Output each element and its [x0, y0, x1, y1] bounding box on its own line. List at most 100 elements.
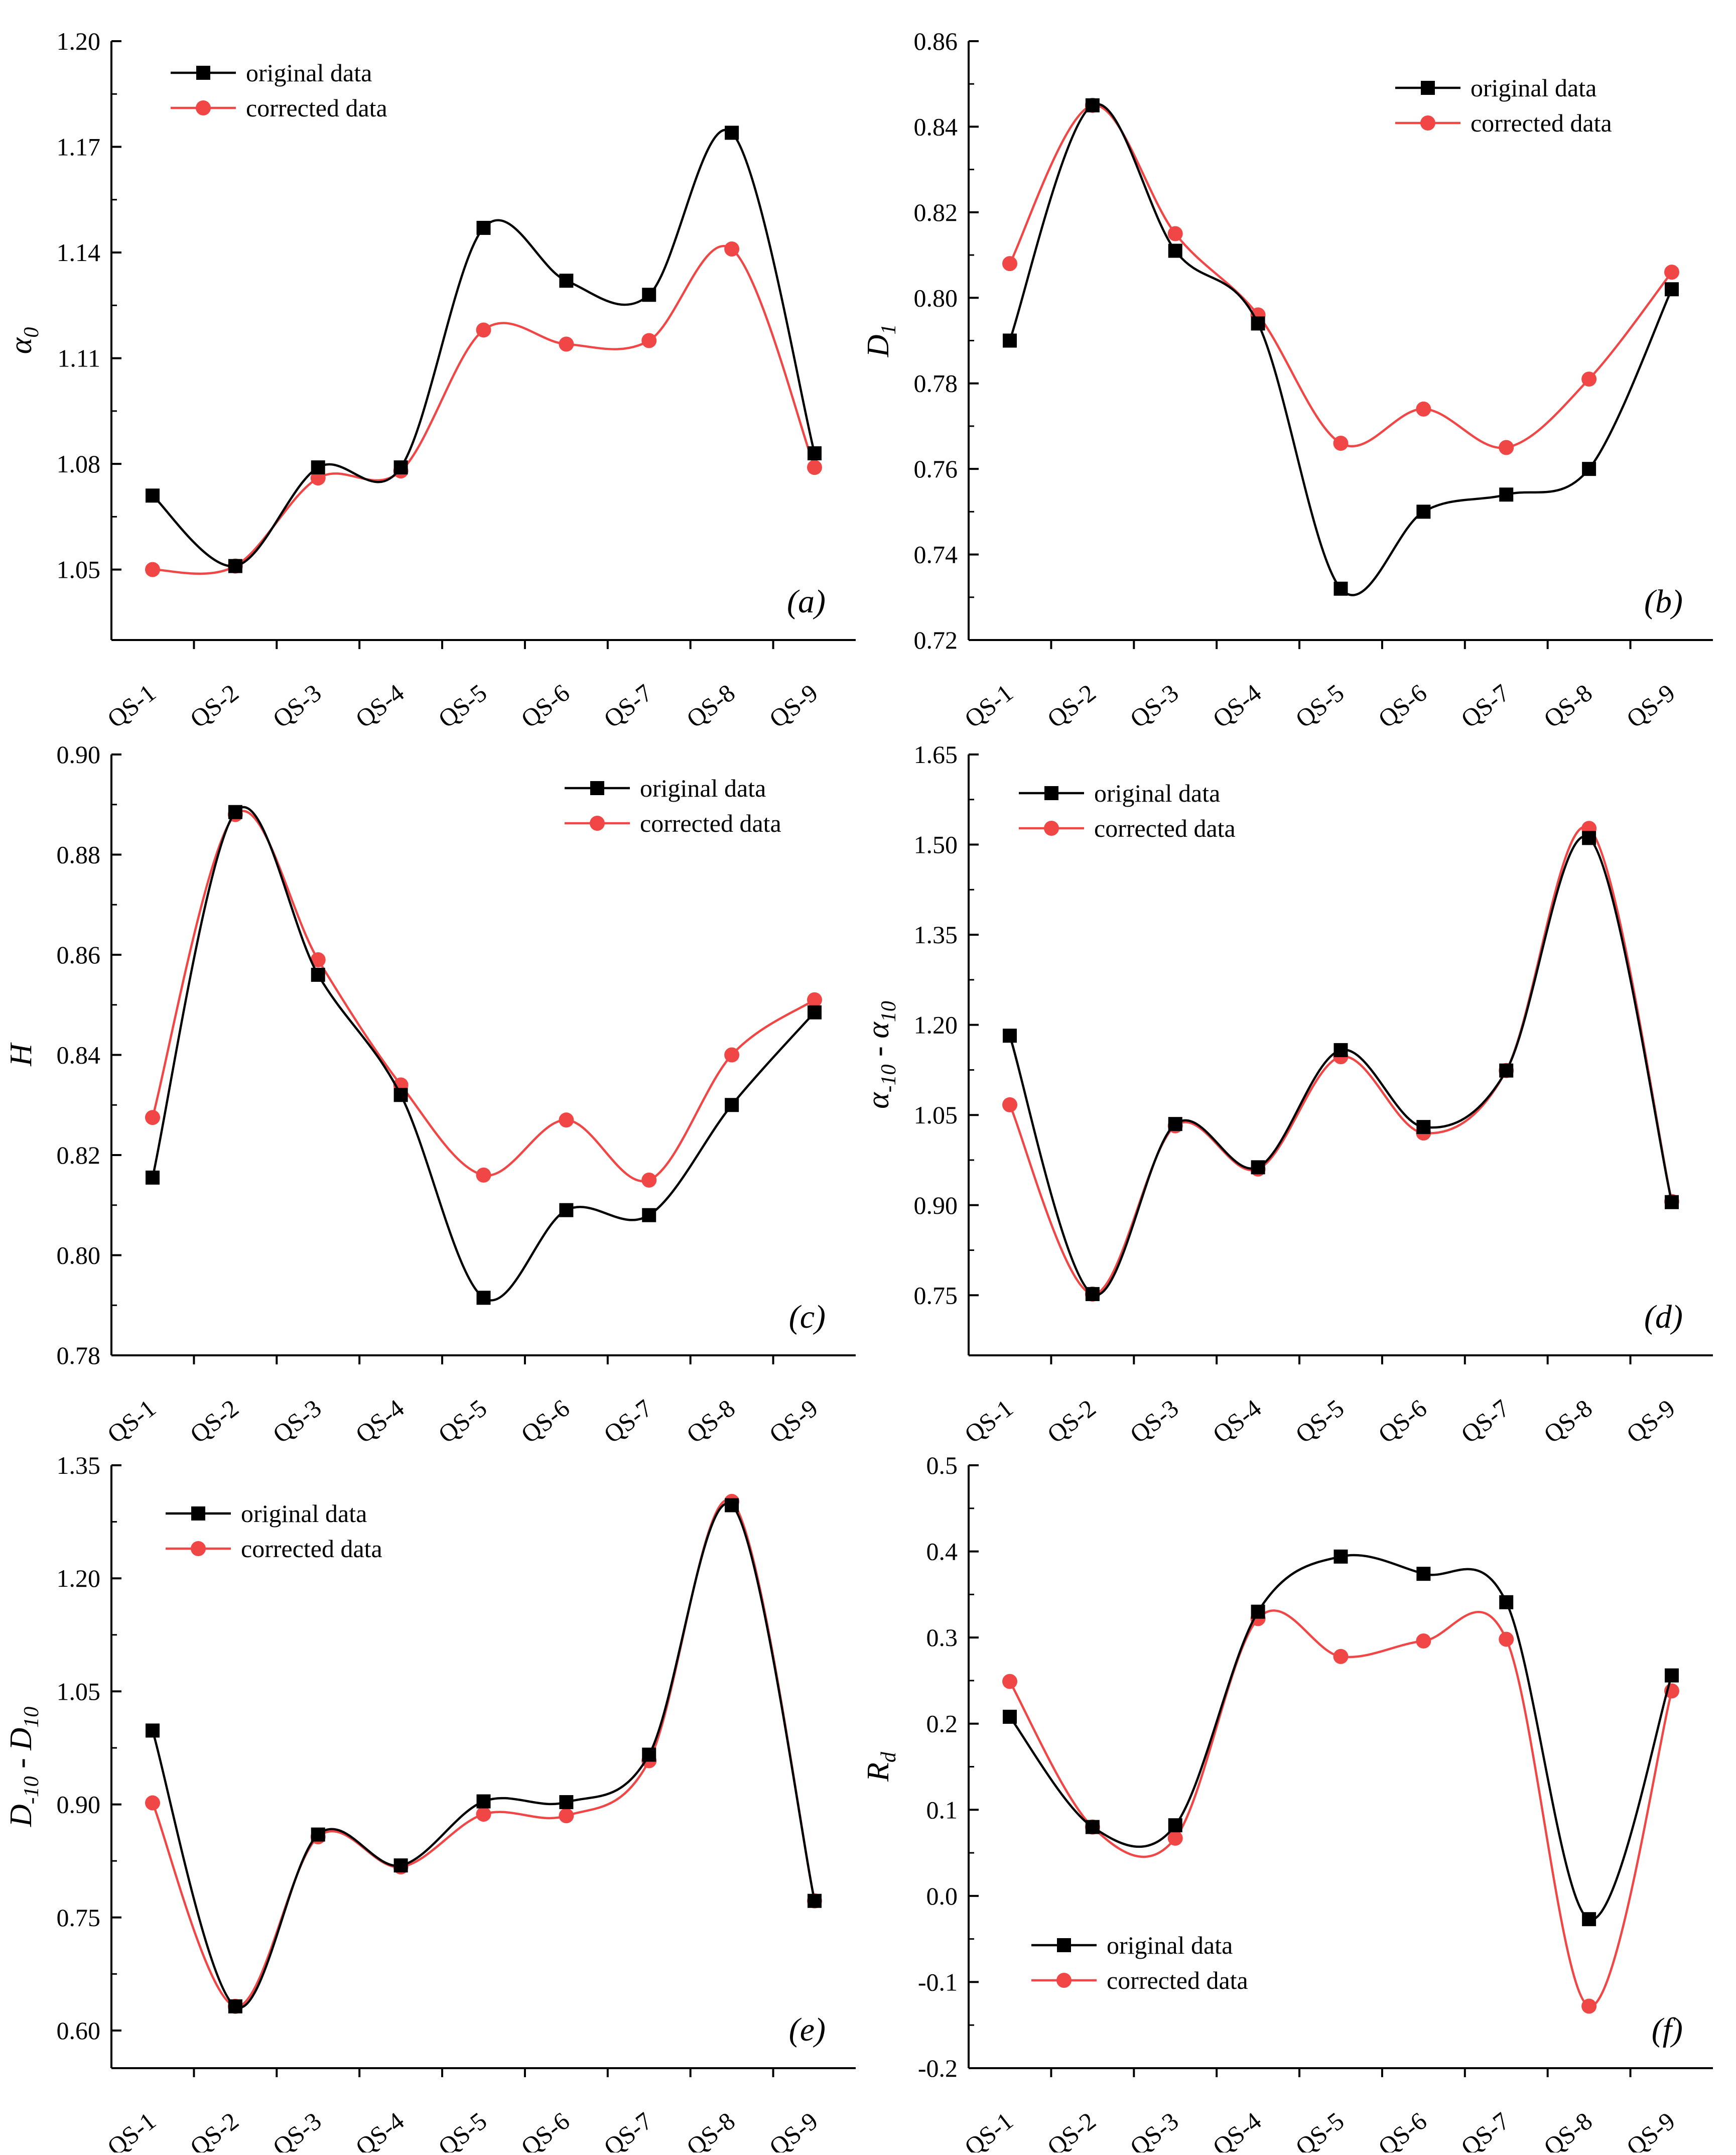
x-tick-label: QS-1	[959, 679, 1018, 733]
y-tick-label: 0.82	[914, 198, 958, 226]
original-data-point	[559, 274, 574, 288]
legend-original-label: original data	[640, 774, 766, 802]
original-series-line	[1008, 835, 1673, 1296]
corrected-data-point	[145, 1795, 160, 1811]
original-data-point	[559, 1203, 574, 1217]
legend-corrected-marker	[1420, 115, 1435, 131]
original-data-point	[228, 805, 242, 819]
x-tick-label: QS-3	[268, 679, 327, 733]
panel-label: (f)	[1652, 2011, 1683, 2048]
original-data-point	[1499, 1063, 1514, 1078]
chart-panel-c: 0.78 0.80 0.82 0.84 0.86 0.88 0.90 QS-1 QS-2 QS-3…	[4, 740, 856, 1449]
y-tick-label: 0.90	[914, 1191, 958, 1219]
original-data-point	[725, 1098, 739, 1112]
x-tick-label: QS-1	[102, 679, 161, 733]
legend-original-marker	[191, 1506, 205, 1520]
corrected-data-point	[310, 952, 326, 967]
chart-panel-f: -0.2 -0.1 0.0 0.1 0.2 0.3 0.4 0.5 QS-1 QS-2 QS-3 QS…	[861, 1451, 1713, 2155]
y-tick-label: 0.3	[926, 1623, 958, 1652]
original-data-point	[1003, 1029, 1017, 1043]
x-tick-label: QS-8	[681, 2107, 740, 2152]
x-tick-label: QS-4	[1208, 2107, 1267, 2152]
chart-panel-b: 0.72 0.74 0.76 0.78 0.80 0.82 0.84 0.86 QS-1 QS-2…	[861, 27, 1713, 733]
original-data-point	[1582, 462, 1596, 476]
original-data-point	[1665, 1195, 1679, 1209]
corrected-data-point	[807, 460, 822, 475]
y-tick-label: 1.05	[914, 1101, 958, 1129]
corrected-data-point	[724, 241, 740, 257]
y-tick-label: 0.60	[57, 2016, 101, 2045]
corrected-data-point	[1499, 1631, 1514, 1647]
x-tick-label: QS-1	[102, 2107, 161, 2152]
corrected-data-point	[1002, 1674, 1017, 1689]
x-tick-label: QS-4	[1208, 679, 1267, 733]
y-tick-label: 0.75	[57, 1904, 101, 1932]
panel-label: (a)	[787, 583, 826, 620]
x-tick-label: QS-7	[598, 679, 657, 733]
y-tick-label: 0.84	[57, 1041, 101, 1069]
y-tick-label: 0.78	[914, 369, 958, 398]
original-data-point	[476, 1291, 491, 1305]
original-series-line	[151, 806, 816, 1302]
y-tick-label: 0.72	[914, 626, 958, 654]
x-tick-label: QS-9	[1621, 679, 1680, 733]
original-data-point	[1168, 243, 1182, 258]
original-data-point	[393, 460, 408, 475]
panel-label: (e)	[789, 2011, 826, 2048]
original-data-point	[725, 125, 739, 140]
legend-corrected-label: corrected data	[241, 1535, 382, 1563]
corrected-data-point	[1581, 1998, 1597, 2014]
x-tick-label: QS-9	[764, 679, 823, 733]
corrected-data-point	[1416, 401, 1431, 417]
x-tick-label: QS-3	[1125, 1394, 1184, 1449]
x-tick-label: QS-4	[350, 679, 410, 733]
original-series-line	[1009, 1554, 1673, 1921]
legend-original-label: original data	[1471, 74, 1596, 102]
legend-original-marker	[1044, 786, 1058, 800]
corrected-data-point	[145, 1110, 160, 1125]
y-tick-label: 1.50	[914, 831, 958, 859]
x-tick-label: QS-2	[185, 679, 244, 733]
x-tick-label: QS-1	[102, 1394, 161, 1449]
original-data-point	[1085, 98, 1100, 112]
original-data-point	[808, 1005, 822, 1020]
legend-corrected-label: corrected data	[1107, 1966, 1248, 1994]
y-axis-title-main: D	[4, 1804, 38, 1827]
legend: original data corrected data	[557, 766, 823, 846]
legend: original data corrected data	[158, 1491, 424, 1571]
original-data-point	[1416, 1120, 1431, 1134]
original-data-point	[1003, 333, 1017, 348]
original-data-point	[559, 1795, 574, 1810]
original-data-point	[146, 1170, 160, 1185]
corrected-data-point	[476, 1167, 491, 1183]
x-tick-label: QS-8	[1538, 679, 1597, 733]
y-axis-title-middle: - D	[4, 1728, 38, 1776]
y-axis-title-subscript: 0	[20, 327, 43, 338]
x-tick-label: QS-8	[1538, 2107, 1597, 2152]
corrected-data-point	[724, 1047, 740, 1063]
original-series-line	[152, 129, 816, 568]
x-tick-label: QS-4	[350, 2107, 410, 2152]
original-data-point	[642, 288, 656, 302]
y-tick-label: 1.65	[914, 740, 958, 769]
y-tick-label: 0.80	[57, 1241, 101, 1270]
chart-panel-d: 0.75 0.90 1.05 1.20 1.35 1.50 1.65 QS-1 QS-2 QS-3…	[861, 740, 1713, 1449]
chart-panel-a: 1.05 1.08 1.11 1.14 1.17 1.20 QS-1 QS-2 QS-3 QS-4…	[4, 27, 856, 733]
y-axis-title-main: R	[861, 1762, 895, 1782]
x-tick-label: QS-8	[681, 1394, 740, 1449]
x-tick-label: QS-9	[1621, 1394, 1680, 1449]
x-tick-label: QS-7	[598, 1394, 657, 1449]
original-data-point	[725, 1498, 739, 1512]
original-series-line	[151, 1502, 816, 2009]
y-axis-title-subscript-2: 10	[20, 1707, 43, 1728]
original-data-point	[476, 220, 491, 235]
corrected-data-point	[1664, 265, 1679, 280]
x-tick-label: QS-5	[1290, 2107, 1350, 2152]
legend-original-label: original data	[1094, 779, 1220, 807]
x-tick-label: QS-3	[1125, 2107, 1184, 2152]
y-axis-title-main: α	[861, 1092, 895, 1109]
x-tick-label: QS-2	[1042, 2107, 1101, 2152]
legend: original data corrected data	[1024, 1923, 1290, 2003]
legend-original-marker	[590, 781, 604, 795]
corrected-series-line	[152, 244, 816, 575]
